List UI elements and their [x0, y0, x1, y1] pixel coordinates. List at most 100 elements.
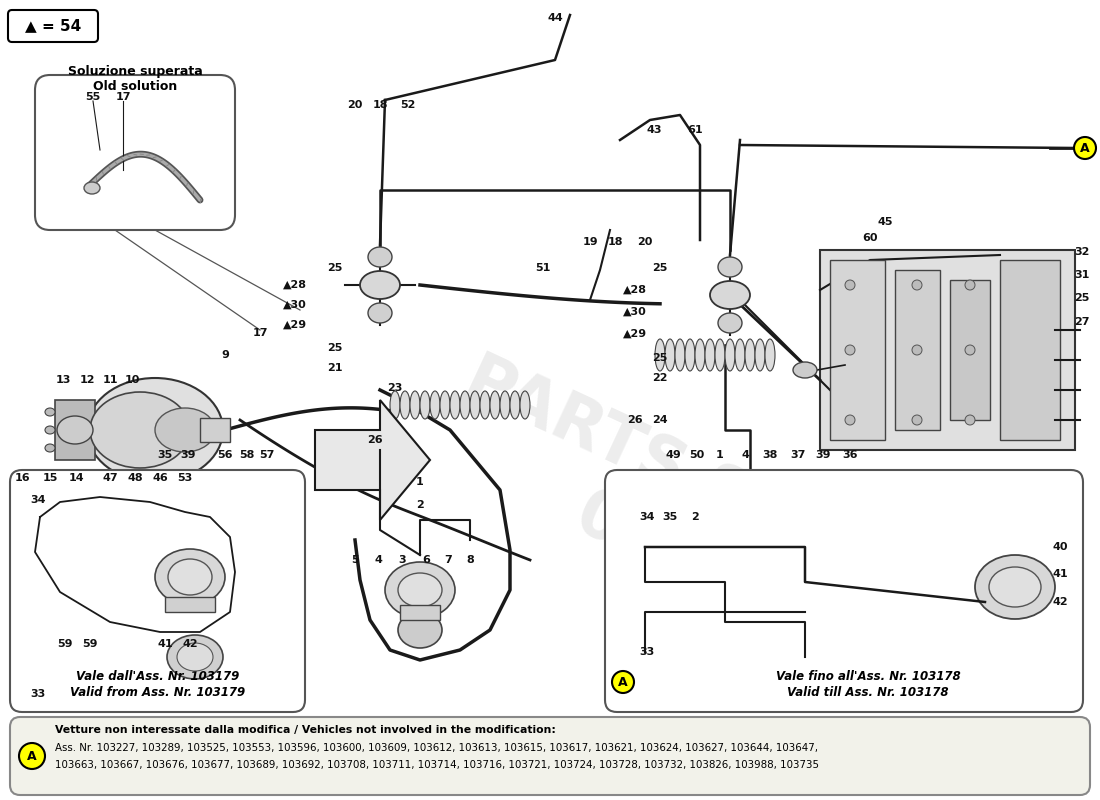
Text: 16: 16	[14, 473, 30, 483]
Text: 41: 41	[1053, 569, 1068, 579]
Text: 2: 2	[416, 500, 424, 510]
Ellipse shape	[745, 339, 755, 371]
Text: 34: 34	[639, 512, 654, 522]
Bar	[55, 400, 95, 460]
Ellipse shape	[480, 391, 490, 419]
Text: A: A	[28, 750, 36, 762]
Text: ▲29: ▲29	[283, 320, 307, 330]
Text: 50: 50	[690, 450, 705, 460]
Ellipse shape	[705, 339, 715, 371]
Bar	[1000, 260, 1060, 440]
Text: 19: 19	[582, 237, 597, 247]
Ellipse shape	[390, 391, 400, 419]
Ellipse shape	[57, 416, 94, 444]
Text: 59: 59	[82, 639, 98, 649]
Text: 33: 33	[31, 689, 45, 699]
Text: 103663, 103667, 103676, 103677, 103689, 103692, 103708, 103711, 103714, 103716, : 103663, 103667, 103676, 103677, 103689, …	[55, 760, 820, 770]
Ellipse shape	[675, 339, 685, 371]
Text: 12: 12	[79, 375, 95, 385]
Text: 22: 22	[652, 373, 668, 383]
Text: 45: 45	[878, 217, 893, 227]
Text: 17: 17	[252, 328, 267, 338]
Bar	[400, 605, 440, 620]
Text: 49: 49	[666, 450, 681, 460]
Ellipse shape	[500, 391, 510, 419]
Text: Soluzione superata: Soluzione superata	[67, 66, 202, 78]
Ellipse shape	[360, 271, 400, 299]
Text: 35: 35	[157, 450, 173, 460]
Ellipse shape	[764, 339, 776, 371]
Text: Vale dall'Ass. Nr. 103179: Vale dall'Ass. Nr. 103179	[76, 670, 239, 683]
Text: A: A	[618, 675, 628, 689]
Text: Vetture non interessate dalla modifica / Vehicles not involved in the modificati: Vetture non interessate dalla modifica /…	[55, 725, 556, 735]
Text: 56: 56	[218, 450, 233, 460]
Ellipse shape	[710, 281, 750, 309]
Ellipse shape	[793, 362, 817, 378]
Text: 51: 51	[536, 263, 551, 273]
Text: 39: 39	[815, 450, 830, 460]
Text: 40: 40	[1053, 542, 1068, 552]
Text: 24: 24	[652, 415, 668, 425]
Circle shape	[19, 743, 45, 769]
Text: 26: 26	[367, 435, 383, 445]
Text: 20: 20	[637, 237, 652, 247]
Bar	[950, 280, 990, 420]
Text: 7: 7	[444, 555, 452, 565]
Text: 18: 18	[372, 100, 387, 110]
FancyBboxPatch shape	[10, 717, 1090, 795]
Text: 5: 5	[351, 555, 359, 565]
Text: 47: 47	[102, 473, 118, 483]
FancyBboxPatch shape	[605, 470, 1084, 712]
Bar	[895, 270, 940, 430]
Ellipse shape	[45, 408, 55, 416]
Text: 60: 60	[862, 233, 878, 243]
Ellipse shape	[912, 345, 922, 355]
Text: 25: 25	[652, 353, 668, 363]
Text: 20: 20	[348, 100, 363, 110]
Text: 33: 33	[639, 647, 654, 657]
Ellipse shape	[510, 391, 520, 419]
Ellipse shape	[430, 391, 440, 419]
Text: ▲28: ▲28	[623, 285, 647, 295]
Ellipse shape	[975, 555, 1055, 619]
Ellipse shape	[87, 378, 223, 482]
Text: ▲30: ▲30	[283, 300, 307, 310]
Ellipse shape	[725, 339, 735, 371]
Text: 61: 61	[688, 125, 703, 135]
Text: 21: 21	[328, 363, 343, 373]
Ellipse shape	[45, 444, 55, 452]
Text: 18: 18	[607, 237, 623, 247]
Ellipse shape	[90, 392, 190, 468]
Text: 31: 31	[1075, 270, 1090, 280]
Text: 43: 43	[647, 125, 662, 135]
Ellipse shape	[368, 247, 392, 267]
Ellipse shape	[440, 391, 450, 419]
Ellipse shape	[470, 391, 480, 419]
Ellipse shape	[398, 573, 442, 607]
Ellipse shape	[400, 391, 410, 419]
Text: 38: 38	[762, 450, 778, 460]
Text: PARTS STO
05: PARTS STO 05	[422, 345, 854, 647]
Ellipse shape	[654, 339, 666, 371]
Text: 1: 1	[416, 477, 424, 487]
Ellipse shape	[718, 313, 743, 333]
Ellipse shape	[168, 559, 212, 595]
Text: 23: 23	[387, 383, 403, 393]
Ellipse shape	[460, 391, 470, 419]
Text: 25: 25	[328, 263, 343, 273]
Ellipse shape	[912, 415, 922, 425]
Ellipse shape	[666, 339, 675, 371]
Polygon shape	[315, 400, 430, 520]
Ellipse shape	[912, 280, 922, 290]
Text: 15: 15	[42, 473, 57, 483]
Text: 25: 25	[1075, 293, 1090, 303]
Text: ▲28: ▲28	[283, 280, 307, 290]
Text: Valid till Ass. Nr. 103178: Valid till Ass. Nr. 103178	[788, 686, 948, 698]
Text: 59: 59	[57, 639, 73, 649]
Text: 25: 25	[652, 263, 668, 273]
Text: 42: 42	[1053, 597, 1068, 607]
Text: 53: 53	[177, 473, 192, 483]
Bar	[200, 418, 230, 442]
Text: ▲30: ▲30	[623, 307, 647, 317]
Text: ▲ = 54: ▲ = 54	[25, 18, 81, 34]
